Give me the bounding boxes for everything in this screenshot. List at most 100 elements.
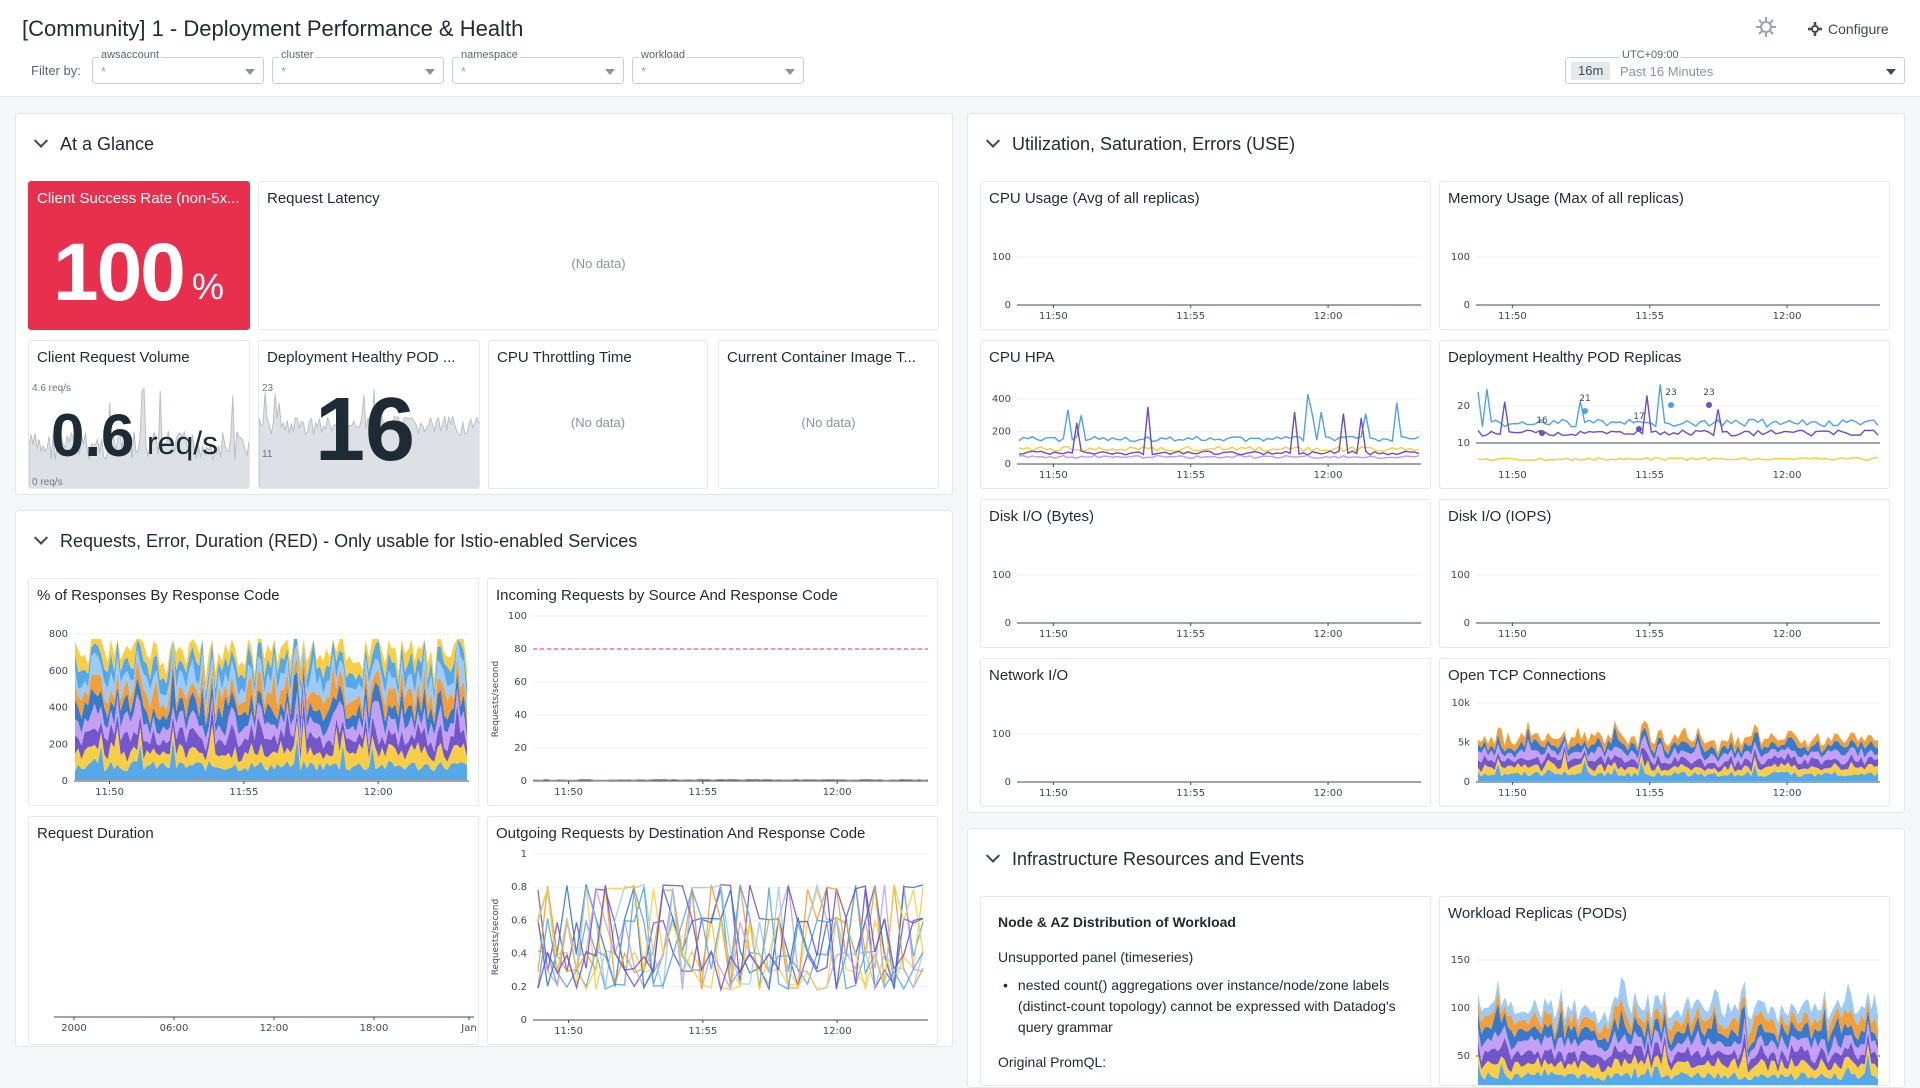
query-value: 16 <box>315 380 416 480</box>
widget-deployment-healthy-replicas[interactable]: Deployment Healthy POD Replicas 20 10 11:5… <box>1439 340 1890 489</box>
widget-workload-replicas[interactable]: Workload Replicas (PODs) 150 100 50 <box>1439 896 1890 1086</box>
area-series <box>1478 977 1878 1037</box>
x-tick-label: 11:50 <box>1498 788 1527 799</box>
y-tick-label: 40 <box>514 710 527 721</box>
x-tick-label: 12:00 <box>1773 311 1802 322</box>
area-series <box>75 665 467 739</box>
widget-disk-io-bytes[interactable]: Disk I/O (Bytes) 100 0 11:50 11:55 12:00 <box>980 499 1431 648</box>
x-tick-label: 11:55 <box>1635 470 1664 481</box>
query-value: 100 <box>53 227 186 318</box>
chevron-down-icon <box>985 848 1001 863</box>
widget-request-latency[interactable]: Request Latency (No data) <box>258 181 939 330</box>
widget-node-az-distribution[interactable]: Node & AZ Distribution of Workload Unsup… <box>980 896 1431 1086</box>
x-tick-label: 06:00 <box>160 1023 189 1034</box>
chevron-down-icon <box>33 133 49 148</box>
filter-cluster[interactable]: cluster * <box>272 49 444 84</box>
x-tick-label: 11:55 <box>688 1026 717 1037</box>
filter-by-label: Filter by: <box>31 63 81 78</box>
settings-icon[interactable] <box>1755 16 1777 38</box>
bullet-icon: • <box>1003 977 1008 993</box>
dashboard-header: [Community] 1 - Deployment Performance &… <box>0 0 1920 97</box>
group-header[interactable]: Utilization, Saturation, Errors (USE) <box>985 133 1295 155</box>
widget-network-io[interactable]: Network I/O 100 0 11:50 11:55 12:00 <box>980 658 1431 807</box>
line-chart: 400 200 0 11:50 11:55 12:00 <box>992 394 1421 481</box>
y-tick-label: 200 <box>49 739 68 750</box>
y-tick-label: 0 <box>1005 300 1011 311</box>
line-chart: 100 0 11:50 11:55 12:00 <box>1451 570 1880 640</box>
chevron-down-icon <box>1886 69 1896 75</box>
area-series <box>75 680 467 753</box>
widget-request-duration[interactable]: Request Duration 2000 06:00 12:00 18:00 Jan <box>28 816 479 1045</box>
x-tick-label: 18:00 <box>360 1023 389 1034</box>
widget-deployment-healthy-pod[interactable]: Deployment Healthy POD ... 23 11 16 <box>258 340 480 489</box>
area-series <box>1478 1043 1878 1081</box>
widget-incoming-requests[interactable]: Incoming Requests by Source And Response… <box>487 578 938 806</box>
widget-memory-usage[interactable]: Memory Usage (Max of all replicas) 100 0 1… <box>1439 181 1890 330</box>
filter-label: workload <box>639 49 688 61</box>
widget-pct-responses-by-code[interactable]: % of Responses By Response Code 800 600 40… <box>28 578 479 806</box>
gear-icon <box>1808 22 1822 36</box>
line-series <box>537 884 924 992</box>
y-tick-label: 0 <box>62 776 68 787</box>
y-tick-label: 0.2 <box>511 982 527 993</box>
line-series <box>1018 454 1420 460</box>
x-tick-label: 11:55 <box>229 787 258 798</box>
widget-title: Client Success Rate (non-5x... <box>37 190 240 207</box>
widget-cpu-throttling-time[interactable]: CPU Throttling Time (No data) <box>488 340 708 489</box>
group-title: Infrastructure Resources and Events <box>1012 849 1305 869</box>
widget-disk-io-iops[interactable]: Disk I/O (IOPS) 100 0 11:50 11:55 12:00 <box>1439 499 1890 648</box>
bullet-text: nested count() aggregations over instanc… <box>1017 977 1396 1035</box>
widget-client-request-volume[interactable]: Client Request Volume 4.6 req/s 0 req/s … <box>28 340 250 489</box>
widget-outgoing-requests[interactable]: Outgoing Requests by Destination And Res… <box>487 816 938 1045</box>
bullet-item: • nested count() aggregations over insta… <box>1003 975 1423 1038</box>
filter-workload[interactable]: workload * <box>632 49 804 84</box>
line-series <box>537 884 924 991</box>
background-sparkline <box>259 389 479 488</box>
y-tick-label: 800 <box>49 629 68 640</box>
y-tick-label: 0 <box>1464 777 1470 788</box>
line-series <box>533 778 929 782</box>
filter-value: * <box>281 64 287 79</box>
y-tick-label: 50 <box>1457 1051 1470 1062</box>
x-tick-label: 12:00 <box>823 787 852 798</box>
no-data-label: (No data) <box>571 255 626 271</box>
area-series <box>75 639 467 706</box>
area-series <box>75 648 467 727</box>
filter-value: * <box>641 64 647 79</box>
widget-title: Request Latency <box>267 190 380 207</box>
widget-client-success-rate[interactable]: Client Success Rate (non-5x... 100 % <box>28 181 250 330</box>
widget-open-tcp-connections[interactable]: Open TCP Connections 10k 5k 0 11:50 11:55 12:… <box>1439 658 1890 807</box>
x-tick-label: 11:55 <box>1635 629 1664 640</box>
filter-awsaccount[interactable]: awsaccount * <box>92 49 264 84</box>
group-header[interactable]: Infrastructure Resources and Events <box>985 848 1305 870</box>
widget-cpu-hpa[interactable]: CPU HPA 400 200 0 11:50 11:55 12:00 <box>980 340 1431 489</box>
x-tick-label: 12:00 <box>1314 311 1343 322</box>
filter-namespace[interactable]: namespace * <box>452 49 624 84</box>
x-tick-label: 11:55 <box>1635 788 1664 799</box>
x-tick-label: 11:55 <box>688 787 717 798</box>
y-tick-label: 0.6 <box>511 915 527 926</box>
peak-marker <box>1539 430 1545 436</box>
chevron-down-icon <box>985 133 1001 148</box>
line-series <box>1477 456 1879 462</box>
configure-button[interactable]: Configure <box>1808 18 1889 40</box>
filter-label: cluster <box>279 49 316 61</box>
unsupported-note: Unsupported panel (timeseries) <box>998 949 1194 965</box>
configure-label: Configure <box>1828 21 1889 37</box>
widget-title: CPU Throttling Time <box>497 349 632 366</box>
x-tick-label: 11:50 <box>1039 788 1068 799</box>
peak-label: 23 <box>1665 388 1676 398</box>
x-tick-label: 12:00 <box>1773 788 1802 799</box>
x-tick-label: 12:00 <box>1773 629 1802 640</box>
y-tick-label: 0 <box>1005 618 1011 629</box>
time-range-picker[interactable]: UTC+09:00 16m Past 16 Minutes <box>1565 49 1905 84</box>
group-title: At a Glance <box>60 134 155 154</box>
area-series <box>1478 720 1878 758</box>
peak-marker <box>1706 402 1712 408</box>
widget-cpu-usage[interactable]: CPU Usage (Avg of all replicas) 100 0 11:5… <box>980 181 1431 330</box>
line-series <box>1018 406 1420 456</box>
widget-current-container-image[interactable]: Current Container Image T... (No data) <box>718 340 939 489</box>
group-header[interactable]: At a Glance <box>33 133 155 155</box>
group-header[interactable]: Requests, Error, Duration (RED) - Only u… <box>33 530 637 552</box>
y-tick-label: 200 <box>992 427 1011 438</box>
